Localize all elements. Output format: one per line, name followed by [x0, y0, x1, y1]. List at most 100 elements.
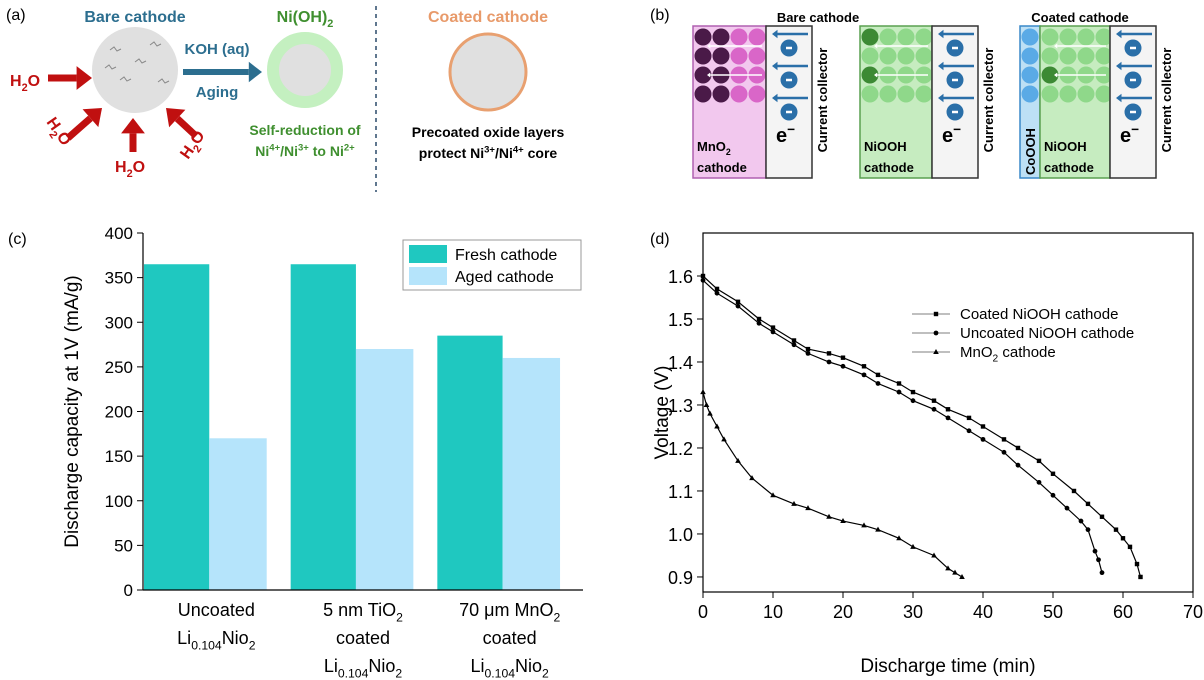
marker [980, 424, 986, 429]
text-run: Bare cathode [777, 10, 859, 25]
marker [805, 350, 811, 356]
text-run: Current collector [1159, 48, 1174, 153]
water-label: H2O [40, 115, 74, 152]
collector-label: Current collector [1159, 48, 1174, 153]
electron-arrow-head [772, 93, 778, 103]
coating-particle [1021, 85, 1039, 103]
text-run: Nio [515, 656, 542, 676]
supscript: 2+ [344, 142, 355, 153]
electron-arrow-head [938, 61, 944, 71]
text-run: O [28, 73, 40, 90]
y-tick-label: 1.3 [668, 396, 693, 416]
bar [144, 264, 210, 590]
marker [1015, 445, 1021, 451]
marker [966, 415, 972, 421]
electron-arrow-head [938, 29, 944, 39]
marker [875, 372, 881, 378]
text-run: Uncoated [178, 600, 255, 620]
marker [910, 543, 916, 549]
marker [1001, 437, 1007, 442]
text-run: Aging [196, 84, 239, 101]
subscript: 2 [726, 147, 731, 157]
panel-label: (b) [650, 7, 670, 24]
marker [756, 320, 762, 326]
marker [700, 273, 706, 279]
text-run: 400 [105, 224, 133, 243]
marker [1050, 471, 1056, 476]
marker [770, 329, 776, 335]
cathode-particle [861, 66, 879, 84]
text-run: 30 [903, 602, 923, 622]
x-tick-label: coated [483, 628, 537, 648]
marker [861, 372, 867, 378]
cathode-particle [712, 28, 730, 46]
cathode-particle [730, 85, 748, 103]
marker [735, 299, 741, 304]
text-run: protect Ni [419, 145, 484, 161]
product-title: Ni(OH)2 [277, 9, 334, 30]
coated-particle [448, 32, 528, 112]
text-run: O [133, 159, 145, 176]
cathode-particle [1041, 47, 1059, 65]
marker [945, 565, 951, 571]
x-tick-label: 70 [1183, 602, 1203, 622]
text-run: Ni [255, 143, 269, 159]
panel-label: (d) [650, 231, 670, 248]
y-tick-label: 1.4 [668, 353, 693, 373]
water-arrow [65, 115, 93, 141]
marker [826, 513, 832, 519]
text-run: Nio [222, 628, 249, 648]
text-run: 250 [105, 358, 133, 377]
marker [1127, 544, 1133, 550]
y-tick-label: 150 [105, 447, 133, 466]
panel-label: (a) [6, 7, 26, 24]
aging-arrow-head [248, 61, 262, 83]
marker [735, 457, 741, 463]
text-run: cathode [998, 344, 1056, 361]
coating-particle [1021, 47, 1039, 65]
text-run: 1.4 [668, 353, 693, 373]
cathode-particle [694, 66, 712, 84]
cathode-particle [1059, 28, 1077, 46]
text-run: KOH (aq) [185, 41, 250, 58]
cathode-particle [1095, 85, 1113, 103]
y-axis-label: Discharge capacity at 1V (mA/g) [62, 275, 83, 547]
text-run: MnO [960, 344, 993, 361]
product-note: Ni4+/Ni3+ to Ni2+ [255, 142, 355, 159]
text-run: 0 [124, 581, 133, 600]
text-run: (c) [8, 231, 27, 248]
water-arrow-head [82, 108, 102, 128]
legend-label: Coated NiOOH cathode [960, 306, 1118, 323]
subscript: 0.104 [191, 638, 222, 652]
marker [1099, 570, 1105, 576]
marker [756, 316, 762, 322]
bar [437, 335, 503, 590]
cathode-particle [897, 85, 915, 103]
marker [735, 303, 741, 309]
text-run: NiOOH [1044, 139, 1087, 154]
text-run: Ni(OH) [277, 9, 328, 26]
marker [700, 277, 706, 283]
bar [502, 357, 561, 590]
text-run: MnO [697, 139, 726, 154]
y-tick-label: 1.5 [668, 310, 693, 330]
marker [707, 410, 713, 416]
text-run: Coated cathode [428, 9, 548, 26]
bare-particle [92, 27, 178, 113]
cathode-particle [1041, 66, 1059, 84]
marker [805, 346, 811, 352]
subscript: 2 [396, 610, 403, 624]
text-run: cathode [864, 160, 914, 175]
bare-title: Bare cathode [777, 10, 859, 25]
legend-label: Fresh cathode [455, 247, 557, 264]
cathode-particle [712, 85, 730, 103]
marker [1036, 458, 1042, 464]
text-run: 0.9 [668, 568, 693, 588]
marker [1071, 488, 1077, 494]
cathode-particle [712, 47, 730, 65]
cathode-particle [1077, 28, 1095, 46]
collector-label: Current collector [981, 48, 996, 153]
crack [104, 64, 117, 70]
cathode-particle [915, 47, 933, 65]
marker [959, 573, 965, 579]
